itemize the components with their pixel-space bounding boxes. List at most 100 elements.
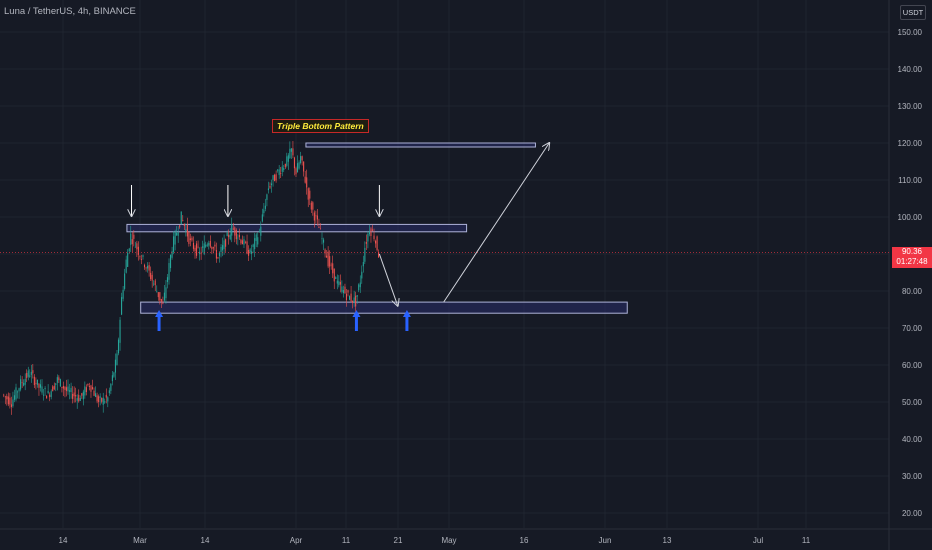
candle-body [134, 246, 136, 248]
candle-body [124, 273, 126, 289]
candle-body [371, 229, 374, 231]
candle-body [203, 243, 205, 255]
candle-body [62, 386, 64, 389]
candle-body [67, 386, 69, 392]
candle-body [49, 394, 51, 398]
candle-body [217, 257, 219, 259]
candle-body [310, 202, 312, 210]
candle-body [283, 168, 285, 170]
candle-body [136, 243, 138, 250]
candle-body [183, 224, 185, 226]
candle-body [108, 390, 110, 394]
candle-body [208, 242, 210, 246]
candle-body [3, 394, 5, 396]
candle-body [76, 398, 78, 401]
candle-body [344, 286, 346, 294]
candle-body [47, 390, 49, 393]
candle-body [137, 246, 139, 255]
candle-body [278, 169, 280, 175]
candle-body [163, 292, 165, 301]
candle-body [88, 386, 90, 387]
candle-body [263, 209, 265, 214]
candle-body [200, 253, 202, 255]
candle-body [4, 396, 6, 398]
candle-body [312, 202, 314, 210]
candle-body [306, 177, 308, 188]
price-tick-label: 110.00 [898, 176, 922, 185]
candle-body [9, 397, 11, 405]
candle-body [98, 396, 100, 403]
candle-body [52, 386, 54, 392]
candle-body [330, 264, 332, 266]
candle-body [55, 383, 57, 385]
currency-badge[interactable]: USDT [900, 5, 926, 20]
candle-body [168, 263, 170, 280]
candle-body [130, 233, 132, 245]
zone-target [305, 142, 536, 148]
candle-body [304, 176, 306, 183]
zone-resistance [126, 223, 468, 233]
up-arrow-head [402, 310, 411, 317]
price-tick-label: 60.00 [902, 361, 923, 370]
candle-body [329, 256, 331, 267]
candle-body [85, 387, 87, 393]
candle-body [182, 220, 184, 221]
candle-body [235, 229, 237, 240]
candle-body [79, 397, 81, 401]
candle-body [150, 272, 152, 279]
time-tick-label: 21 [394, 536, 403, 545]
candle-body [185, 229, 187, 231]
candle-body [195, 243, 198, 256]
candle-body [102, 397, 104, 405]
candle-body [248, 249, 250, 256]
candle-body [50, 391, 52, 397]
candle-body [313, 212, 315, 221]
candle-body [27, 370, 29, 377]
price-tick-label: 100.00 [898, 213, 923, 222]
candle-body [192, 242, 195, 249]
time-tick-label: Apr [290, 536, 303, 545]
candle-body [148, 265, 150, 271]
projection-arrow-icon [443, 143, 550, 303]
candle-body [333, 268, 335, 282]
candle-body [162, 302, 164, 304]
candle-body [260, 226, 262, 236]
candle-body [75, 394, 77, 397]
candle-body [205, 244, 207, 247]
candle-body [147, 265, 149, 269]
candle-body [226, 232, 228, 236]
candle-body [39, 384, 42, 388]
candle-body [300, 156, 302, 163]
candle-body [319, 228, 322, 230]
candle-body [218, 252, 221, 257]
candle-body [166, 277, 169, 282]
pattern-label[interactable]: Triple Bottom Pattern [272, 119, 369, 133]
candle-body [36, 379, 38, 385]
candle-body [303, 161, 305, 172]
symbol-title[interactable]: Luna / TetherUS, 4h, BINANCE [4, 6, 136, 17]
candle-body [6, 396, 8, 400]
time-tick-label: 16 [520, 536, 529, 545]
candle-body [59, 379, 61, 387]
candle-body [174, 231, 176, 245]
candle-body [274, 174, 276, 182]
candle-body [46, 395, 48, 399]
candle-body [373, 235, 375, 240]
candle-body [140, 258, 143, 260]
candle-body [72, 394, 74, 399]
candle-body [194, 247, 196, 252]
candle-body [353, 297, 355, 303]
candle-body [154, 280, 156, 286]
candle-body [121, 297, 123, 315]
zone-support [140, 301, 628, 314]
price-tick-label: 20.00 [902, 509, 923, 518]
candle-body [30, 371, 32, 375]
candle-body [116, 353, 118, 365]
candle-body [322, 239, 325, 243]
candle-body [15, 387, 17, 400]
candle-body [212, 247, 214, 249]
candle-body [341, 286, 343, 292]
candle-body [215, 250, 217, 259]
candle-body [12, 399, 14, 407]
